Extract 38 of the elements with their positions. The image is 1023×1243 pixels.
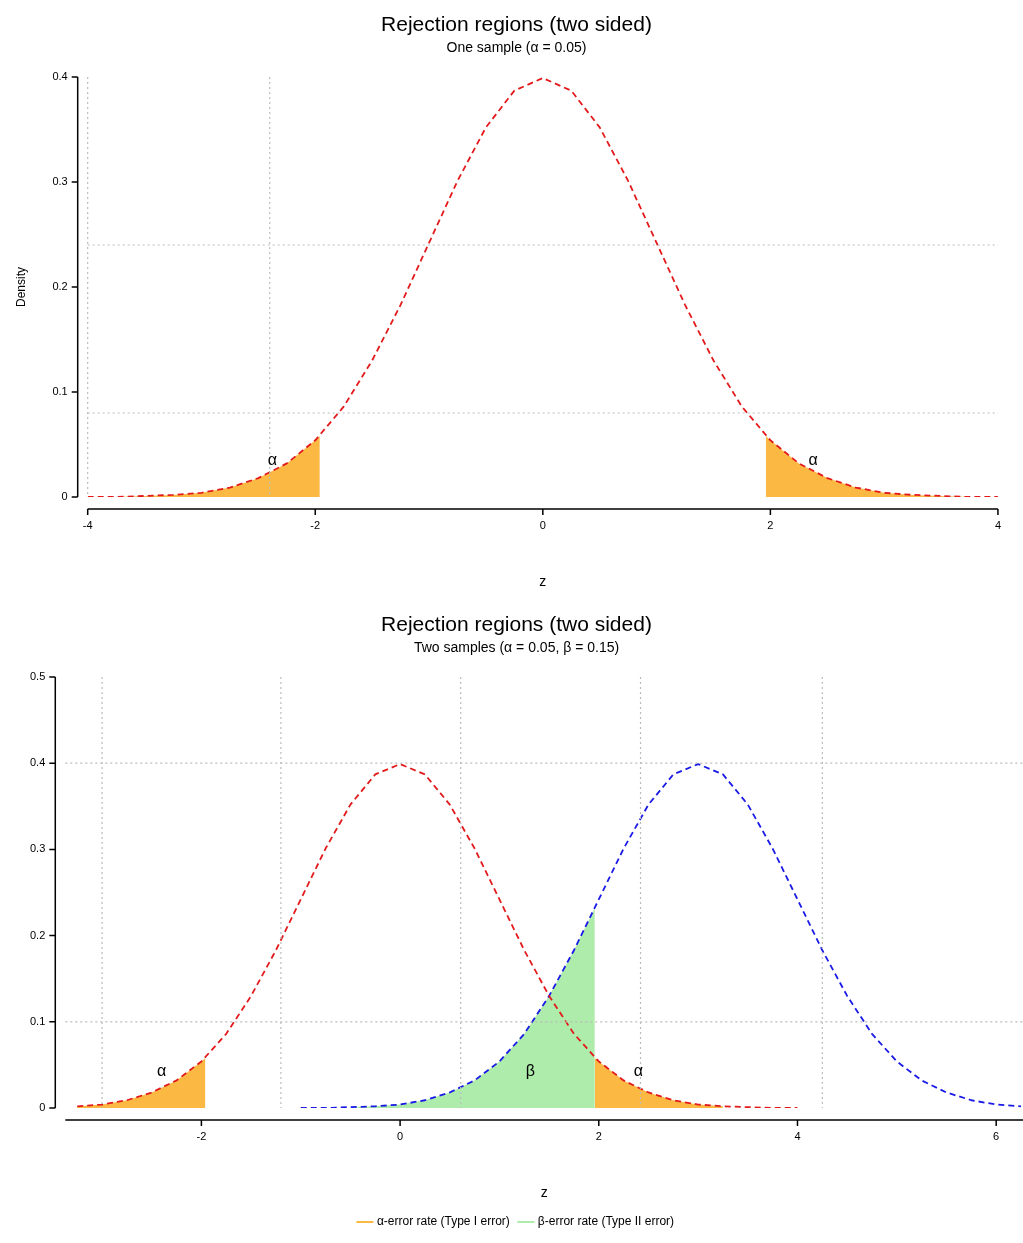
x-tick-label: 2 bbox=[767, 518, 774, 531]
x-tick-label: -2 bbox=[310, 518, 321, 531]
annotation: α bbox=[267, 451, 278, 469]
x-tick-label: 4 bbox=[994, 518, 1001, 531]
y-tick-label: 0.1 bbox=[29, 1014, 46, 1027]
y-tick-label: 0 bbox=[61, 490, 68, 503]
y-tick-label: 0.3 bbox=[52, 175, 68, 188]
x-tick-label: 0 bbox=[539, 518, 546, 531]
y-tick-label: 0.5 bbox=[29, 670, 46, 683]
y-axis-title: Density bbox=[13, 266, 28, 308]
x-tick-label: -2 bbox=[196, 1129, 207, 1142]
y-tick-label: 0.2 bbox=[29, 928, 46, 941]
x-axis-title: z bbox=[539, 573, 547, 590]
chart-subtitle: Two samples (α = 0.05, β = 0.15) bbox=[413, 639, 620, 656]
chart-title: Rejection regions (two sided) bbox=[381, 612, 652, 636]
legend-label: β-error rate (Type II error) bbox=[537, 1214, 675, 1229]
y-tick-label: 0.3 bbox=[29, 842, 46, 855]
chart-title: Rejection regions (two sided) bbox=[381, 12, 652, 36]
y-tick-label: 0.4 bbox=[52, 70, 68, 83]
chart-subtitle: One sample (α = 0.05) bbox=[446, 39, 587, 56]
x-tick-label: 2 bbox=[595, 1129, 602, 1142]
x-axis-title: z bbox=[540, 1184, 548, 1201]
x-tick-label: 4 bbox=[794, 1129, 801, 1142]
line-series bbox=[76, 763, 799, 1108]
x-tick-label: 6 bbox=[993, 1129, 1000, 1142]
line-series bbox=[299, 763, 1022, 1108]
y-tick-label: 0.1 bbox=[52, 385, 68, 398]
annotation: α bbox=[157, 1062, 167, 1080]
annotation: α bbox=[633, 1062, 644, 1080]
line-series bbox=[87, 77, 998, 497]
y-tick-label: 0 bbox=[39, 1101, 46, 1114]
x-tick-label: -4 bbox=[82, 518, 93, 531]
annotation: β bbox=[525, 1062, 535, 1080]
x-tick-label: 0 bbox=[397, 1129, 404, 1142]
y-tick-label: 0.4 bbox=[29, 756, 46, 769]
y-tick-label: 0.2 bbox=[52, 280, 68, 293]
annotation: α bbox=[808, 451, 818, 469]
legend-label: α-error rate (Type I error) bbox=[376, 1214, 510, 1229]
